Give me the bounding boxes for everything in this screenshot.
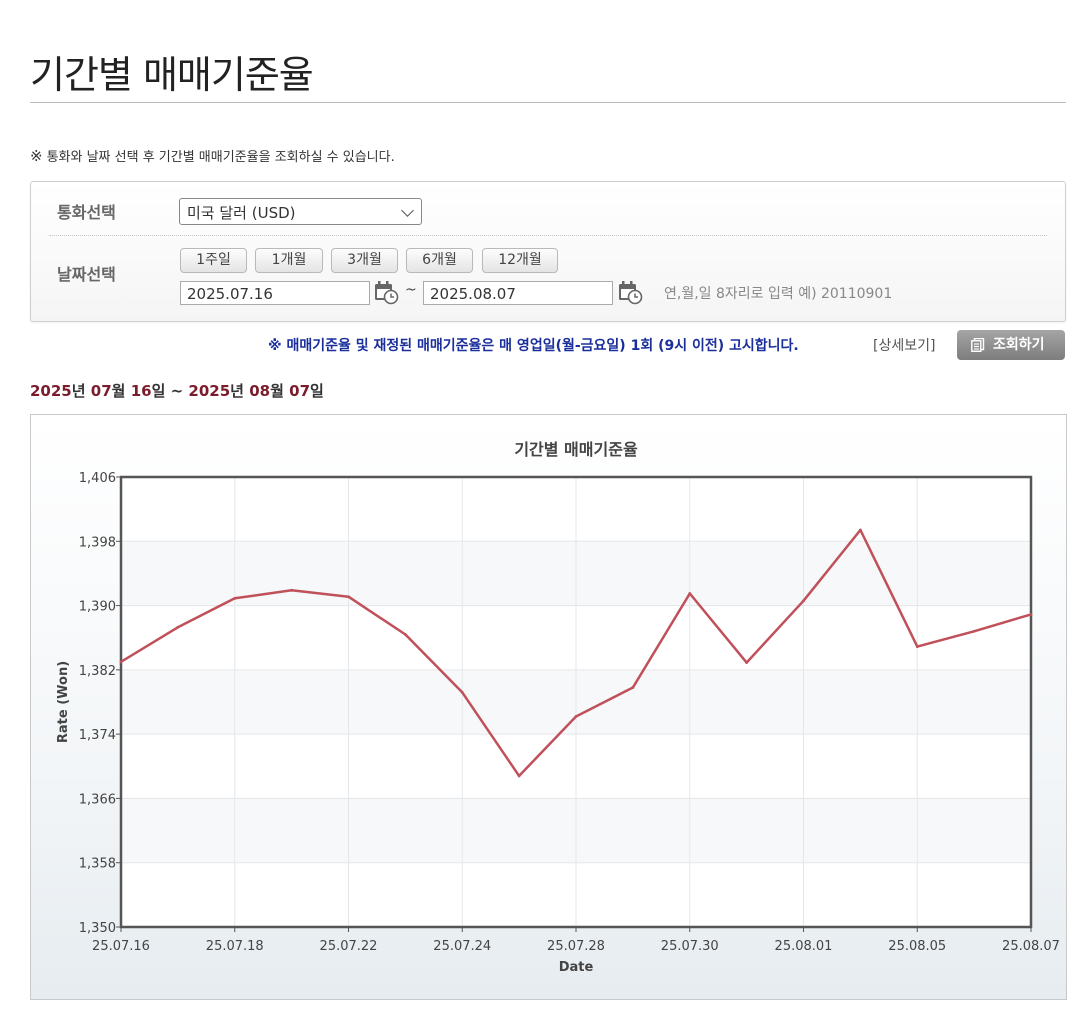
data-point xyxy=(517,774,521,778)
data-point xyxy=(915,645,919,648)
publication-notice: ※ 매매기준율 및 재정된 매매기준율은 매 영업일(월-금요일) 1회 (9시… xyxy=(268,338,799,354)
y-tick-label: 1,366 xyxy=(79,792,116,807)
data-point xyxy=(403,633,407,636)
y-tick-label: 1,398 xyxy=(79,535,116,550)
y-tick-label: 1,390 xyxy=(79,600,116,615)
x-tick-label: 25.08.07 xyxy=(1002,939,1060,954)
data-point xyxy=(745,661,749,665)
end-calendar-icon[interactable] xyxy=(617,279,643,305)
data-point xyxy=(460,690,464,694)
date-format-hint: 연,월,일 8자리로 입력 예) 20110901 xyxy=(664,286,893,302)
range-end-year: 2025 xyxy=(188,382,231,400)
data-point xyxy=(858,528,862,532)
x-tick-label: 25.07.30 xyxy=(661,939,719,954)
x-tick-label: 25.07.28 xyxy=(547,939,605,954)
chevron-down-icon xyxy=(401,204,414,217)
range-year-suffix: 년 xyxy=(71,382,86,400)
range-end-day: 07 xyxy=(289,382,311,400)
period-button-6months[interactable]: 6개월 xyxy=(406,248,473,273)
range-separator: ~ xyxy=(165,382,189,400)
start-date-input[interactable]: 2025.07.16 xyxy=(180,281,370,305)
notice-text: 통화와 날짜 선택 후 기간별 매매기준율을 조회하실 수 있습니다. xyxy=(46,150,395,165)
x-axis-label: Date xyxy=(559,960,594,975)
data-point xyxy=(176,625,180,629)
y-tick-label: 1,374 xyxy=(79,728,116,743)
data-point xyxy=(290,588,294,592)
period-button-1month[interactable]: 1개월 xyxy=(255,248,323,273)
date-label: 날짜선택 xyxy=(57,265,116,284)
data-point xyxy=(347,595,350,599)
x-tick-label: 25.08.05 xyxy=(888,939,946,954)
start-calendar-icon[interactable] xyxy=(373,279,399,305)
selected-range: 2025년 07월 16일 ~ 2025년 08월 07일 xyxy=(30,380,324,401)
search-button-label: 조회하기 xyxy=(993,337,1045,353)
range-day-suffix: 일 xyxy=(151,382,166,400)
y-tick-label: 1,382 xyxy=(79,664,116,679)
period-button-3months[interactable]: 3개월 xyxy=(331,248,398,273)
search-button[interactable]: 조회하기 xyxy=(957,330,1065,360)
search-form: 통화선택 미국 달러 (USD) 날짜선택 1주일 1개월 3개월 6개월 12… xyxy=(30,181,1066,322)
y-tick-label: 1,406 xyxy=(79,471,116,486)
range-start-day: 16 xyxy=(130,382,152,400)
row-divider xyxy=(49,235,1047,236)
data-point xyxy=(802,599,805,603)
x-tick-label: 25.07.24 xyxy=(433,939,491,954)
chart-panel: 1,350 1,358 1,366 1,374 1,382 1,390 1,398 1,406… xyxy=(30,414,1067,1000)
currency-select-value: 미국 달러 (USD) xyxy=(187,204,296,222)
x-tick-label: 25.08.01 xyxy=(775,939,833,954)
end-date-input[interactable]: 2025.08.07 xyxy=(423,281,613,305)
title-divider xyxy=(30,102,1066,103)
detail-link[interactable]: [상세보기] xyxy=(873,338,936,354)
data-point xyxy=(631,686,635,689)
y-axis-label: Rate (Won) xyxy=(56,661,71,743)
range-year-suffix: 년 xyxy=(230,382,244,400)
range-end-month: 08 xyxy=(249,382,271,400)
x-tick-label: 25.07.22 xyxy=(320,939,378,954)
period-button-1week[interactable]: 1주일 xyxy=(180,248,247,273)
range-start-year: 2025 xyxy=(30,382,72,400)
range-month-suffix: 월 xyxy=(270,382,284,400)
rate-line-chart: 1,350 1,358 1,366 1,374 1,382 1,390 1,398 1,406… xyxy=(56,440,1060,975)
notice-mark: ※ xyxy=(30,147,43,165)
range-start-month: 07 xyxy=(90,382,112,400)
range-day-suffix: 일 xyxy=(310,382,324,400)
data-point xyxy=(1029,613,1033,616)
currency-select[interactable]: 미국 달러 (USD) xyxy=(179,198,422,225)
currency-label: 통화선택 xyxy=(57,203,116,222)
x-tick-label: 25.07.18 xyxy=(206,939,264,954)
data-point xyxy=(972,629,976,633)
notice: ※ 통화와 날짜 선택 후 기간별 매매기준율을 조회하실 수 있습니다. xyxy=(30,146,395,165)
range-month-suffix: 월 xyxy=(111,382,126,400)
y-tick-label: 1,358 xyxy=(79,857,116,872)
data-point xyxy=(119,660,123,664)
data-point xyxy=(688,592,692,595)
data-point xyxy=(233,596,237,600)
document-icon xyxy=(971,338,985,352)
y-tick-label: 1,350 xyxy=(79,921,116,936)
x-tick-label: 25.07.16 xyxy=(92,939,150,954)
period-button-12months[interactable]: 12개월 xyxy=(482,248,558,273)
date-range-separator: ~ xyxy=(405,282,417,298)
page-title: 기간별 매매기준율 xyxy=(30,53,314,97)
chart-title: 기간별 매매기준율 xyxy=(514,440,638,459)
data-point xyxy=(574,715,578,718)
